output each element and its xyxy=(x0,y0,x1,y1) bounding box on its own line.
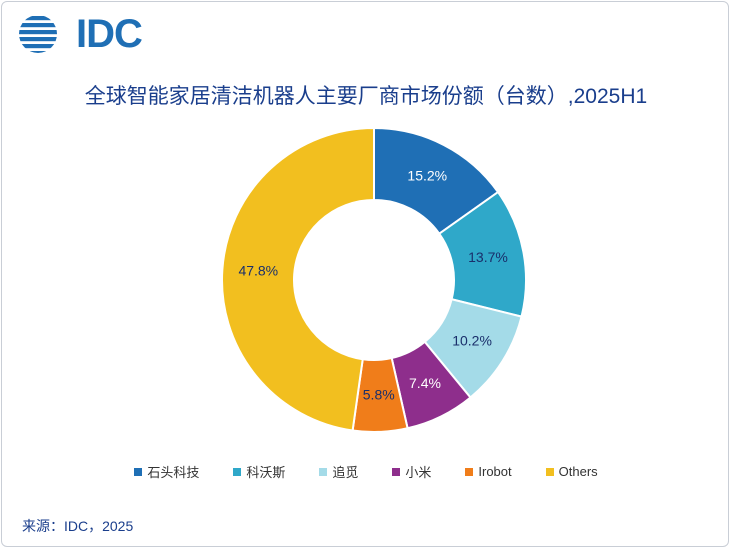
slice-label-4: 5.8% xyxy=(363,387,395,403)
legend-item-3: 小米 xyxy=(392,462,431,481)
slice-label-0: 15.2% xyxy=(407,168,447,184)
slice-label-1: 13.7% xyxy=(468,249,508,265)
legend-label: 科沃斯 xyxy=(246,465,286,480)
legend-label: 石头科技 xyxy=(147,465,200,480)
legend-swatch xyxy=(465,467,474,476)
idc-logo: IDC xyxy=(18,14,148,54)
slice-label-5: 47.8% xyxy=(238,263,278,279)
legend-label: 追觅 xyxy=(332,465,359,480)
legend-item-4: Irobot xyxy=(465,462,512,481)
legend-item-2: 追觅 xyxy=(319,462,358,481)
legend-swatch xyxy=(392,467,401,476)
legend-swatch xyxy=(319,467,328,476)
legend-item-0: 石头科技 xyxy=(134,462,199,481)
legend-item-1: 科沃斯 xyxy=(233,462,285,481)
legend-label: Others xyxy=(558,464,598,479)
chart-legend: 石头科技 科沃斯 追觅 小米 Irobot Others xyxy=(0,462,732,481)
logo-text: IDC xyxy=(76,12,143,56)
globe-icon xyxy=(19,16,57,53)
legend-swatch xyxy=(233,467,242,476)
legend-label: 小米 xyxy=(405,465,432,480)
slice-label-2: 10.2% xyxy=(452,333,492,349)
legend-item-5: Others xyxy=(545,462,598,481)
legend-swatch xyxy=(545,467,554,476)
legend-swatch xyxy=(134,467,143,476)
legend-label: Irobot xyxy=(478,464,512,479)
slice-5 xyxy=(221,126,375,432)
slice-label-3: 7.4% xyxy=(409,375,441,391)
source-note: 来源：IDC，2025 xyxy=(22,518,134,534)
chart-title: 全球智能家居清洁机器人主要厂商市场份额（台数）,2025H1 xyxy=(84,85,648,108)
